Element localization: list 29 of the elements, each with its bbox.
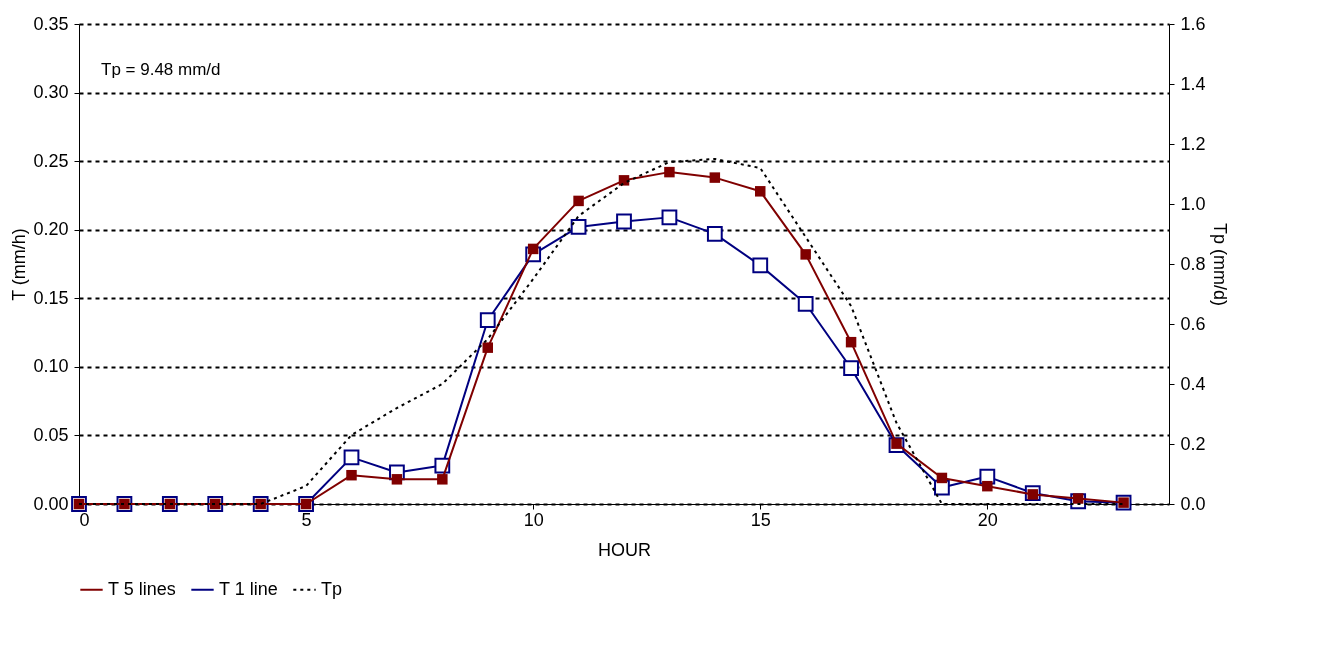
x-tick-label: 10 (523, 509, 544, 530)
y-tick-label: 0.35 (33, 13, 69, 34)
y-tick-label: 0.05 (33, 424, 69, 445)
y-tick-label: 0.00 (33, 493, 69, 514)
x-axis-title: HOUR (598, 539, 651, 560)
y2-tick-label: 1.2 (1180, 133, 1206, 154)
y-tick-label: 0.15 (33, 287, 69, 308)
x-tick-label: 20 (977, 509, 998, 530)
y-tick-label: 0.30 (33, 82, 69, 103)
y2-tick-label: 1.0 (1180, 193, 1206, 214)
y2-tick-label: 0.4 (1180, 373, 1206, 394)
y-tick-label: 0.10 (33, 356, 69, 377)
y2-tick-label: 0.8 (1180, 253, 1206, 274)
y2-axis-title: Tp (mm/d) (1209, 223, 1230, 306)
y2-tick-label: 1.4 (1180, 73, 1206, 94)
x-tick-label: 15 (750, 509, 771, 530)
y2-tick-label: 0.6 (1180, 313, 1206, 334)
x-tick-label: 5 (301, 509, 312, 530)
annotation: Tp = 9.48 mm/d (101, 60, 221, 79)
y2-tick-label: 1.6 (1180, 13, 1206, 34)
legend-label: T 1 line (219, 578, 278, 599)
legend-label: Tp (321, 578, 343, 599)
y-tick-label: 0.20 (33, 219, 69, 240)
y-tick-label: 0.25 (33, 150, 69, 171)
x-tick-label: 0 (79, 509, 90, 530)
legend-label: T 5 lines (108, 578, 176, 599)
y-axis-title: T (mm/h) (9, 228, 30, 301)
y2-tick-label: 0.0 (1180, 493, 1206, 514)
y2-tick-label: 0.2 (1180, 433, 1206, 454)
